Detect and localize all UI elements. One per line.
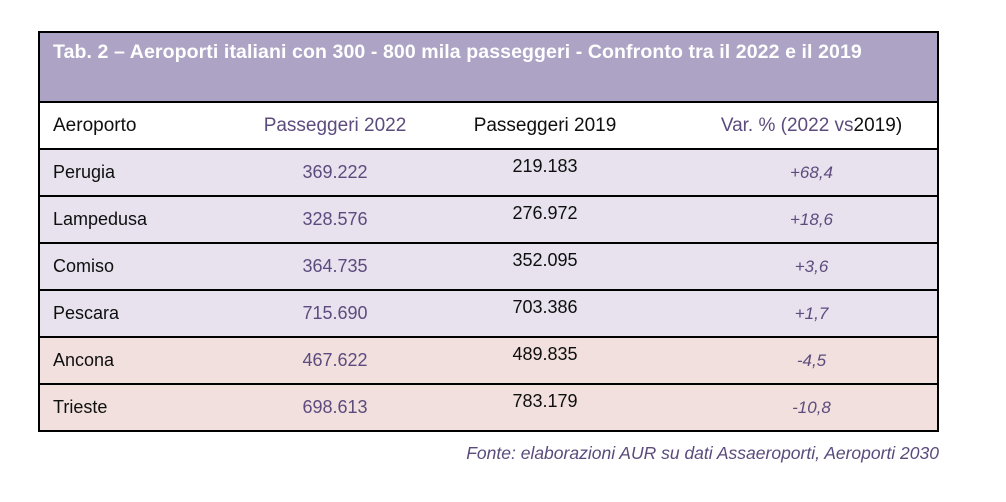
pax2019-value: 219.183 — [512, 156, 578, 176]
column-header-variation-purple-part: Var. % (2022 vs — [720, 114, 854, 136]
column-header-airport: Aeroporto — [53, 114, 137, 136]
table-row: Ancona 467.622 489.835 -4,5 — [40, 336, 937, 383]
pax2022-value: 715.690 — [302, 303, 368, 323]
pax2022-value: 369.222 — [302, 162, 368, 182]
source-note: Fonte: elaborazioni AUR su dati Assaerop… — [466, 443, 939, 463]
airport-name: Perugia — [53, 162, 116, 182]
table-row: Lampedusa 328.576 276.972 +18,6 — [40, 195, 937, 242]
variation-value: -10,8 — [792, 397, 831, 417]
pax2022-value: 364.735 — [302, 256, 368, 276]
variation-value: +1,7 — [794, 303, 829, 323]
pax2019-value: 489.835 — [512, 344, 578, 364]
variation-value: +3,6 — [794, 256, 829, 276]
table-title: Tab. 2 – Aeroporti italiani con 300 - 80… — [40, 33, 937, 101]
pax2019-value: 352.095 — [512, 250, 578, 270]
pax2019-value: 276.972 — [512, 203, 578, 223]
pax2019-value: 703.386 — [512, 297, 578, 317]
pax2022-value: 467.622 — [302, 350, 368, 370]
airport-name: Pescara — [53, 303, 120, 323]
variation-value: -4,5 — [796, 350, 827, 370]
table-row: Pescara 715.690 703.386 +1,7 — [40, 289, 937, 336]
airport-name: Trieste — [53, 397, 108, 417]
airports-comparison-table: Tab. 2 – Aeroporti italiani con 300 - 80… — [38, 31, 939, 432]
table-row: Perugia 369.222 219.183 +68,4 — [40, 148, 937, 195]
table-header-row: Aeroporto Passeggeri 2022 Passeggeri 201… — [40, 101, 937, 148]
airport-name: Lampedusa — [53, 209, 148, 229]
table-row: Comiso 364.735 352.095 +3,6 — [40, 242, 937, 289]
pax2019-value: 783.179 — [512, 391, 578, 411]
table-row: Trieste 698.613 783.179 -10,8 — [40, 383, 937, 430]
airport-name: Comiso — [53, 256, 115, 276]
column-header-pax2019: Passeggeri 2019 — [473, 114, 617, 136]
variation-value: +18,6 — [789, 209, 833, 229]
pax2022-value: 698.613 — [302, 397, 368, 417]
airport-name: Ancona — [53, 350, 115, 370]
column-header-pax2022: Passeggeri 2022 — [263, 114, 407, 136]
column-header-variation-dark-part: 2019) — [853, 114, 903, 136]
variation-value: +68,4 — [789, 162, 833, 182]
pax2022-value: 328.576 — [302, 209, 368, 229]
column-header-variation: Var. % (2022 vs 2019) — [650, 103, 937, 148]
